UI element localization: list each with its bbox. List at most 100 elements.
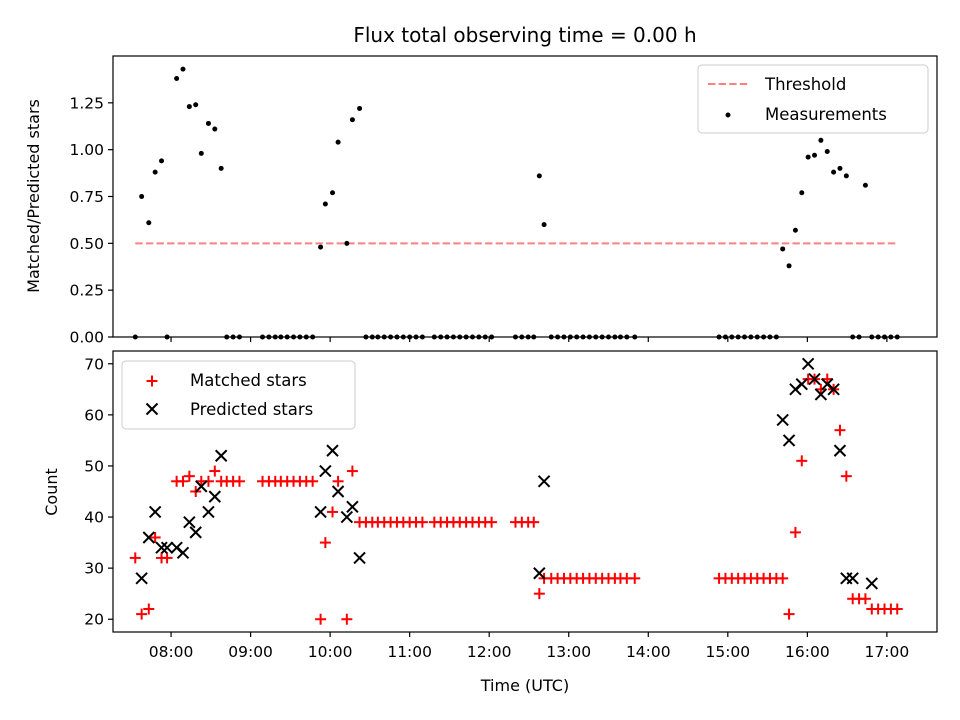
top-measurement-point xyxy=(318,244,324,250)
bottom-x-tick-label: 12:00 xyxy=(467,643,512,661)
legend-measurements-swatch xyxy=(725,112,731,118)
top-measurement-point xyxy=(174,75,180,81)
matched-star-point xyxy=(161,552,173,564)
matched-star-point xyxy=(315,613,327,625)
bottom-legend: Matched stars Predicted stars xyxy=(121,360,356,430)
matched-star-point xyxy=(136,608,148,620)
predicted-star-point xyxy=(331,485,345,498)
matched-star-point xyxy=(149,531,161,543)
matched-star-point xyxy=(346,465,358,477)
top-measurement-point xyxy=(792,227,798,233)
legend-matched-label: Matched stars xyxy=(190,371,307,390)
predicted-star-point xyxy=(189,526,202,539)
bottom-legend-box xyxy=(121,360,356,430)
matched-star-point xyxy=(177,475,189,487)
matched-star-point xyxy=(341,613,353,625)
predicted-star-point xyxy=(537,475,551,488)
top-y-tick-label: 0.25 xyxy=(69,282,104,300)
top-measurement-point xyxy=(159,158,165,164)
predicted-star-point xyxy=(346,500,359,514)
matched-star-point xyxy=(891,603,903,615)
predicted-star-point xyxy=(533,567,546,580)
bottom-x-tick-label: 10:00 xyxy=(308,643,353,661)
matched-star-point xyxy=(528,516,540,528)
predicted-star-point xyxy=(195,480,208,493)
top-measurement-point xyxy=(837,165,843,171)
bottom-y-axis-label: Count xyxy=(42,468,61,516)
top-y-tick-label: 1.25 xyxy=(69,94,104,112)
bottom-y-tick-label: 30 xyxy=(84,560,104,578)
matched-star-point xyxy=(202,475,214,487)
bottom-x-tick-label: 15:00 xyxy=(705,643,750,661)
top-measurement-point xyxy=(146,220,152,226)
top-measurement-point xyxy=(212,126,218,132)
predicted-star-point xyxy=(827,383,840,396)
legend-predicted-swatch xyxy=(145,402,159,416)
matched-star-point xyxy=(307,475,319,487)
matched-star-point xyxy=(533,588,545,600)
matched-star-point xyxy=(416,516,428,528)
predicted-star-point xyxy=(340,510,354,524)
legend-matched-swatch xyxy=(146,375,158,387)
top-y-tick-label: 0.75 xyxy=(69,188,104,206)
bottom-x-tick-label: 11:00 xyxy=(387,643,432,661)
bottom-x-tick-label: 14:00 xyxy=(626,643,671,661)
bottom-plot-area xyxy=(129,357,903,625)
predicted-star-point xyxy=(142,531,155,544)
matched-star-point xyxy=(143,603,155,615)
top-measurement-point xyxy=(330,190,336,196)
top-measurement-point xyxy=(198,150,204,156)
bottom-y-tick-label: 60 xyxy=(84,406,104,424)
matched-star-point xyxy=(859,593,871,605)
top-legend-box xyxy=(697,64,929,134)
predicted-star-point xyxy=(782,434,796,447)
matched-star-point xyxy=(319,537,331,549)
predicted-star-point xyxy=(135,572,148,585)
top-measurement-point xyxy=(322,201,328,207)
top-measurement-point xyxy=(344,240,350,246)
top-measurement-point xyxy=(139,194,145,199)
bottom-y-tick-label: 40 xyxy=(84,509,104,527)
bottom-x-tick-label: 17:00 xyxy=(865,643,910,661)
top-legend: Threshold Measurements xyxy=(697,64,929,134)
predicted-star-point xyxy=(202,505,215,519)
predicted-star-point xyxy=(160,541,174,554)
predicted-star-point xyxy=(353,551,366,565)
predicted-star-point xyxy=(846,572,859,585)
top-panel: 0.00 0.25 0.50 0.75 1.00 1.25 Threshold Measure… xyxy=(69,55,938,347)
bottom-y-tick-label: 20 xyxy=(84,611,104,629)
matched-star-point xyxy=(327,506,339,518)
predicted-star-point xyxy=(776,413,789,427)
matched-star-point xyxy=(789,526,801,538)
top-y-tick-label: 0.00 xyxy=(69,329,104,347)
matched-star-point xyxy=(629,572,641,584)
bottom-axes-frame xyxy=(112,350,938,633)
matched-star-point xyxy=(183,470,195,482)
matched-star-point xyxy=(777,572,789,584)
top-measurement-point xyxy=(780,246,786,252)
top-measurement-point xyxy=(180,66,186,72)
bottom-panel: 20 30 40 50 60 70 08:00 09:00 10:00 11:00 12:00 13:… xyxy=(84,350,938,661)
top-measurement-point xyxy=(799,190,805,196)
bottom-y-tick-label: 70 xyxy=(84,355,104,373)
predicted-star-point xyxy=(208,490,222,503)
predicted-star-point xyxy=(801,357,815,370)
predicted-star-point xyxy=(326,444,339,457)
top-measurement-point xyxy=(786,263,792,269)
matched-star-point xyxy=(129,552,141,564)
bottom-x-tick-label: 09:00 xyxy=(228,643,273,661)
top-y-tick-label: 0.50 xyxy=(69,235,104,253)
predicted-star-point xyxy=(155,541,168,554)
top-measurement-point xyxy=(541,222,547,228)
predicted-star-point xyxy=(814,388,828,401)
top-measurement-point xyxy=(218,165,224,171)
top-measurement-point xyxy=(193,102,199,108)
top-chart-title: Flux total observing time = 0.00 h xyxy=(353,23,696,47)
predicted-star-point xyxy=(795,378,808,391)
top-measurement-point xyxy=(812,152,818,158)
matched-star-point xyxy=(233,475,245,487)
predicted-star-point xyxy=(148,505,162,519)
bottom-x-tick-label: 08:00 xyxy=(149,643,194,661)
matched-star-point xyxy=(796,455,808,467)
matched-star-point xyxy=(821,373,833,385)
